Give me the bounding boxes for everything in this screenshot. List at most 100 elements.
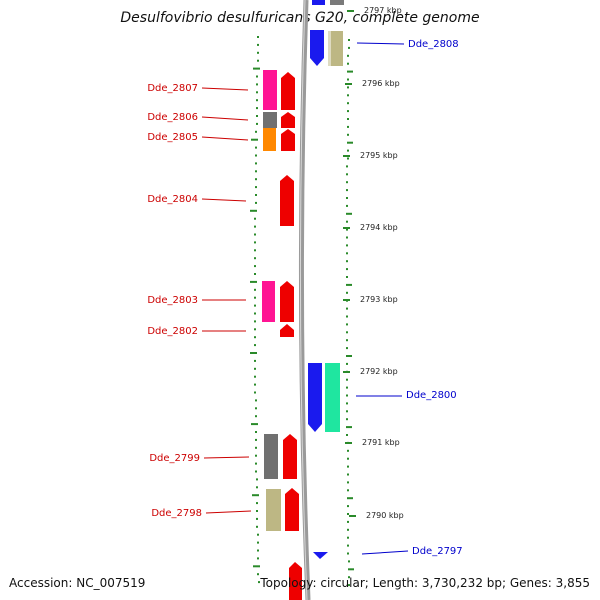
tick-mark-left [254,273,256,275]
tick-mark-right [346,410,348,413]
kbp-major-tick [345,442,352,444]
tick-mark-left [254,296,256,299]
tick-mark-left [255,186,257,189]
tick-mark-left [257,549,259,552]
tick-mark-right [346,378,348,381]
gene-label-dde-2803[interactable]: Dde_2803 [147,295,198,306]
leader-line [361,550,409,555]
tick-mark-right [347,449,349,452]
tick-mark-left [255,446,257,449]
tick-mark-right [347,110,349,113]
gene-bar-dde-2803[interactable] [262,281,275,322]
gene-arrow-dde-2798[interactable] [285,488,299,531]
gene-arrow-dde-2804[interactable] [280,175,294,226]
tick-mark-right [348,560,350,563]
tick-mark-left [257,541,259,544]
tick-mark-left [254,304,256,307]
accession-text: Accession: NC_007519 [9,576,146,590]
gene-arrow-dde-2803[interactable] [280,281,294,322]
tick-mark-left [254,233,256,236]
gene-arrow-dde-2807[interactable] [281,72,295,110]
kbp-major-tick [347,10,354,12]
chromosome-backbone [298,0,311,600]
tick-mark-left [256,122,258,125]
tick-mark-right [347,544,349,547]
kbp-major-tick [343,155,350,157]
tick-mark-right [346,394,348,397]
tick-mark-left [257,43,259,46]
gene-arrow-dde-2799[interactable] [283,434,297,479]
tick-mark-right [347,481,349,484]
gene-label-dde-2807[interactable]: Dde_2807 [147,83,198,94]
tick-mark-left [256,99,258,102]
tick-mark-left [254,328,256,331]
gene-label-dde-2797[interactable]: Dde_2797 [412,546,463,557]
tick-mark-right [347,78,349,81]
gene-arrow-dde-2805[interactable] [281,129,295,151]
tick-mark-left [254,375,256,378]
tick-mark-right [347,157,349,160]
tick-mark-left [255,470,257,473]
gene-bar-partial-top-blue [312,0,325,5]
tick-mark-left [256,525,258,528]
tick-mark-right [347,489,349,492]
kbp-label: 2797 kbp [364,6,402,15]
gene-bar-dde-2806[interactable] [263,112,277,128]
gene-arrow-dde-2806[interactable] [281,112,295,128]
tick-mark-right [346,402,348,405]
kbp-major-tick [343,371,350,373]
tick-mark-left [255,399,257,402]
tick-mark-right [346,339,348,342]
tick-mark-right [347,86,349,89]
tick-mark-left [255,130,257,133]
tick-mark-right [346,228,348,231]
tick-mark-left [257,36,259,38]
gene-arrow-dde-2800[interactable] [308,363,322,432]
tick-mark-right [347,118,349,120]
tick-mark-right [347,54,349,57]
tick-mark-left [254,367,256,370]
tick-mark-right [346,315,348,318]
tick-mark-right [347,94,349,97]
tick-mark-left [256,107,258,110]
gene-arrow-dde-2808[interactable] [310,30,324,66]
tick-mark-right [347,505,349,508]
tick-mark-left [255,194,257,196]
tick-mark-right [347,528,349,531]
leader-line [201,87,249,91]
leader-line [201,136,249,141]
gene-bar-dde-2807[interactable] [263,70,277,110]
gene-arrow-dde-2802[interactable] [280,324,294,337]
gene-label-dde-2802[interactable]: Dde_2802 [147,326,198,337]
tick-mark-right [346,165,348,168]
tick-mark-left [250,352,257,354]
tick-mark-left [255,178,257,181]
tick-mark-left [256,478,258,481]
tick-mark-right [346,181,348,184]
gene-arrow-dde-2797[interactable] [313,552,328,559]
gene-label-dde-2800[interactable]: Dde_2800 [406,390,457,401]
leader-line [203,456,250,459]
tick-mark-left [255,170,257,173]
gene-label-dde-2806[interactable]: Dde_2806 [147,112,198,123]
gene-label-dde-2798[interactable]: Dde_2798 [151,508,202,519]
gene-label-dde-2808[interactable]: Dde_2808 [408,39,459,50]
leader-line [201,198,247,202]
tick-mark-right [346,426,352,429]
tick-mark-right [348,576,350,579]
tick-mark-left [254,257,256,260]
tick-mark-left [254,344,256,347]
gene-label-dde-2805[interactable]: Dde_2805 [147,132,198,143]
gene-bar-dde-2798[interactable] [266,489,281,531]
gene-label-dde-2804[interactable]: Dde_2804 [147,194,198,205]
gene-bar-dde-2799[interactable] [264,434,278,479]
gene-bar-dde-2805[interactable] [263,128,276,151]
tick-mark-left [254,249,256,252]
gene-bar-dde-2800[interactable] [325,363,340,432]
gene-bar-dde-2808[interactable] [328,31,343,66]
tick-mark-right [346,173,348,176]
gene-label-dde-2799[interactable]: Dde_2799 [149,453,200,464]
kbp-label: 2793 kbp [360,295,398,304]
tick-mark-left [255,462,257,465]
